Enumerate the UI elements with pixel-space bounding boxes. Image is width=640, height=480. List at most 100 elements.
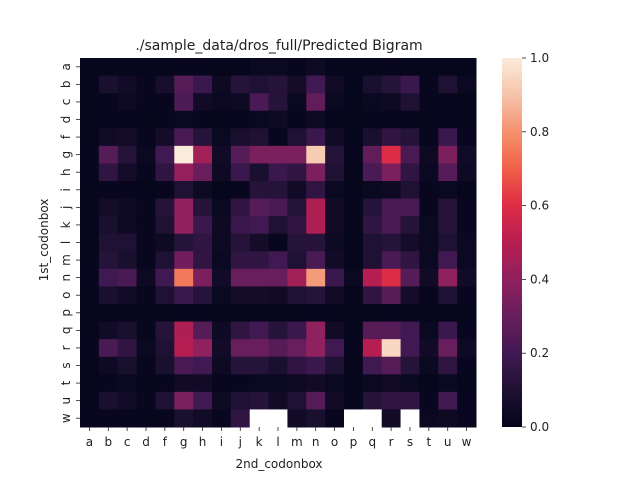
heatmap-cell xyxy=(212,409,232,428)
heatmap-cell xyxy=(344,339,364,358)
heatmap-cell xyxy=(287,286,307,305)
heatmap-cell xyxy=(400,251,420,270)
heatmap-cell xyxy=(306,268,326,287)
heatmap-cell xyxy=(136,110,156,129)
heatmap-cell xyxy=(344,93,364,112)
heatmap-cell xyxy=(155,198,175,217)
heatmap-cell xyxy=(457,251,477,270)
heatmap-cell xyxy=(400,339,420,358)
heatmap-cell xyxy=(287,110,307,129)
heatmap-cell xyxy=(325,391,345,410)
heatmap-cell xyxy=(80,268,100,287)
heatmap-cell xyxy=(438,321,458,340)
heatmap-cell xyxy=(325,356,345,375)
heatmap-cell xyxy=(438,356,458,375)
y-tick-label: j xyxy=(59,206,73,210)
heatmap-cell xyxy=(344,181,364,200)
heatmap-cell xyxy=(381,58,402,77)
y-tick-label: b xyxy=(59,81,73,89)
heatmap-cell xyxy=(155,339,175,358)
x-tick-label: o xyxy=(331,435,338,449)
heatmap-cell xyxy=(136,163,156,182)
heatmap-cell xyxy=(287,374,307,393)
heatmap-cell xyxy=(362,339,383,358)
heatmap-cell xyxy=(457,110,477,129)
heatmap-cell xyxy=(362,304,383,323)
heatmap-cell xyxy=(117,251,138,270)
heatmap-cell xyxy=(306,391,326,410)
heatmap-cell xyxy=(344,233,364,252)
y-tick-label: f xyxy=(59,134,73,139)
heatmap-cell xyxy=(249,356,270,375)
heatmap-cell xyxy=(230,374,251,393)
heatmap-cell xyxy=(438,409,458,428)
heatmap-cell xyxy=(249,58,270,77)
heatmap-cell xyxy=(400,304,420,323)
heatmap-cell xyxy=(287,409,307,428)
heatmap-cell xyxy=(457,356,477,375)
heatmap-cell xyxy=(306,321,326,340)
heatmap-cell xyxy=(212,163,232,182)
heatmap-cell xyxy=(457,391,477,410)
heatmap-cell xyxy=(438,75,458,94)
y-tick-label: r xyxy=(59,345,73,350)
heatmap-cell xyxy=(212,128,232,147)
heatmap-cell xyxy=(287,233,307,252)
heatmap-cell xyxy=(344,251,364,270)
x-tick-label: n xyxy=(312,435,320,449)
heatmap-cell xyxy=(438,233,458,252)
heatmap-cell xyxy=(306,251,326,270)
heatmap-cell xyxy=(325,233,345,252)
heatmap-cell xyxy=(249,128,270,147)
heatmap-cell xyxy=(268,75,288,94)
heatmap-cell xyxy=(287,75,307,94)
x-tick-label: g xyxy=(180,435,188,449)
heatmap-cell xyxy=(268,216,288,235)
heatmap-cell xyxy=(287,216,307,235)
heatmap-cell xyxy=(325,93,345,112)
heatmap-cell xyxy=(268,286,288,305)
heatmap-cell xyxy=(136,409,156,428)
heatmap-cell xyxy=(80,181,100,200)
heatmap-cell xyxy=(325,198,345,217)
x-tick-label: p xyxy=(350,435,358,449)
heatmap-cell xyxy=(362,181,383,200)
heatmap-cell xyxy=(381,163,402,182)
heatmap-cell xyxy=(174,145,194,164)
x-tick-label: m xyxy=(291,435,303,449)
heatmap-cell xyxy=(381,391,402,410)
heatmap-cell xyxy=(268,93,288,112)
heatmap-cell xyxy=(212,251,232,270)
heatmap-cell xyxy=(117,304,138,323)
heatmap-cell xyxy=(212,391,232,410)
heatmap-cell xyxy=(174,339,194,358)
heatmap-cell xyxy=(230,409,251,428)
heatmap-cell xyxy=(174,321,194,340)
heatmap-cell xyxy=(212,145,232,164)
heatmap-cell xyxy=(174,374,194,393)
y-tick-label: q xyxy=(59,327,73,335)
heatmap-cell xyxy=(136,145,156,164)
heatmap-cell xyxy=(381,128,402,147)
heatmap-cell xyxy=(306,58,326,77)
heatmap-cell xyxy=(457,145,477,164)
heatmap-cell xyxy=(306,75,326,94)
heatmap-cell xyxy=(98,75,119,94)
heatmap-cell xyxy=(287,181,307,200)
heatmap-cell xyxy=(98,198,119,217)
heatmap-cell xyxy=(98,181,119,200)
heatmap-cell xyxy=(249,286,270,305)
x-axis-label: 2nd_codonbox xyxy=(235,457,322,471)
heatmap-cell xyxy=(193,75,213,94)
x-tick-label: i xyxy=(220,435,223,449)
heatmap-cell xyxy=(155,356,175,375)
heatmap-cell xyxy=(80,128,100,147)
heatmap-cell xyxy=(381,268,402,287)
heatmap-cell xyxy=(419,216,439,235)
heatmap-cell xyxy=(230,251,251,270)
y-tick-label: c xyxy=(59,99,73,106)
heatmap-cell xyxy=(362,374,383,393)
heatmap-cell xyxy=(344,163,364,182)
heatmap-cell xyxy=(80,233,100,252)
